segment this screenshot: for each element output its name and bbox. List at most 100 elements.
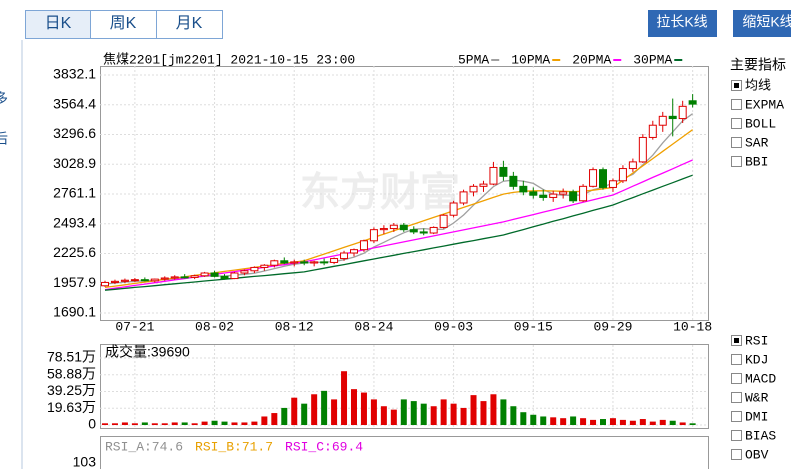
candle-body — [469, 185, 478, 193]
volume-bar — [211, 420, 218, 426]
indicator-option[interactable]: OBV — [745, 447, 769, 462]
checkbox[interactable] — [731, 118, 742, 129]
volume-bar — [271, 413, 278, 426]
checkbox[interactable] — [731, 392, 742, 403]
candle-body — [559, 191, 568, 195]
candle-body — [230, 272, 239, 280]
candle-body — [320, 261, 329, 264]
tab[interactable]: 周K — [110, 15, 137, 32]
candle-body — [429, 226, 438, 234]
volume-bar — [291, 397, 298, 426]
y-tick-label: 2761.1 — [53, 185, 96, 201]
candle-body — [240, 270, 249, 274]
candle-body — [519, 185, 528, 193]
chart-header: 焦煤2201[jm2201] 2021-10-15 23:00 — [103, 52, 355, 67]
checkbox[interactable] — [731, 373, 742, 384]
volume-bar — [151, 423, 158, 426]
checkbox-mark — [734, 338, 739, 343]
volume-bar — [102, 423, 108, 426]
y-tick-label: 0 — [88, 416, 96, 432]
y-tick-label: 1957.9 — [53, 274, 96, 290]
volume-bar — [111, 423, 118, 426]
candle-body — [140, 279, 149, 282]
candle-body — [658, 115, 667, 126]
indicator-option[interactable]: RSI — [745, 333, 768, 348]
volume-bar — [121, 422, 128, 426]
ma-line — [104, 174, 693, 291]
volume-bar — [231, 422, 238, 426]
candle-body — [479, 183, 488, 187]
checkbox[interactable] — [731, 411, 742, 422]
volume-bar — [520, 412, 527, 426]
button-label[interactable]: 缩短K线 — [742, 14, 791, 30]
y-tick-label: 19.63万 — [47, 399, 96, 415]
checkbox[interactable] — [731, 430, 742, 441]
volume-bar — [241, 422, 248, 426]
x-tick-label: 09-15 — [514, 319, 553, 334]
checkbox[interactable] — [731, 137, 742, 148]
indicator-option[interactable]: MACD — [745, 371, 776, 386]
x-tick-label: 09-03 — [434, 319, 473, 334]
candle-body — [648, 124, 657, 138]
volume-bar — [301, 403, 308, 426]
button[interactable] — [648, 10, 717, 37]
candle-body — [459, 191, 468, 204]
volume-bar — [351, 389, 357, 426]
y-tick-label: 78.51万 — [47, 349, 96, 365]
indicator-option[interactable]: KDJ — [745, 352, 768, 367]
volume-bar — [141, 422, 148, 426]
checkbox[interactable] — [731, 354, 742, 365]
volume-bar — [281, 407, 288, 426]
volume-bar — [161, 423, 168, 426]
tab[interactable]: 日K — [45, 15, 72, 32]
volume-bar — [510, 406, 517, 426]
volume-bar — [360, 392, 367, 426]
button[interactable] — [733, 10, 791, 37]
sidebar-text: 多 — [0, 91, 8, 107]
legend-entry: 30PMA — [633, 52, 672, 67]
indicator-title: 主要指标 — [730, 57, 786, 73]
indicator-option[interactable]: W&R — [745, 390, 769, 405]
candle-body — [589, 169, 598, 187]
volume-bar — [331, 399, 338, 426]
volume-bar — [201, 421, 208, 426]
candle-body — [110, 280, 119, 283]
button-label[interactable]: 拉长K线 — [656, 14, 707, 30]
indicator-option[interactable]: DMI — [745, 409, 768, 424]
candle-body — [569, 191, 578, 202]
indicator-option[interactable]: SAR — [745, 135, 769, 150]
indicator-option[interactable]: BBI — [745, 154, 768, 169]
indicator-option[interactable]: EXPMA — [745, 97, 784, 112]
volume-bar — [420, 403, 427, 426]
volume-bar — [460, 407, 467, 426]
y-tick-label: 1690.1 — [53, 304, 96, 320]
candle-body — [549, 193, 558, 198]
volume-bar — [689, 423, 696, 426]
indicator-option[interactable]: 均线 — [745, 78, 771, 93]
candle-body — [190, 275, 199, 278]
candle-body — [668, 115, 677, 120]
indicator-option[interactable]: BOLL — [745, 116, 776, 131]
legend-entry: RSI_A:74.6 — [105, 439, 183, 454]
volume-bar — [370, 399, 377, 426]
volume-bar — [311, 394, 318, 426]
candle-body — [529, 191, 538, 196]
legend-entry: 5PMA — [458, 52, 489, 67]
indicator-option[interactable]: BIAS — [745, 428, 776, 443]
checkbox[interactable] — [731, 156, 742, 167]
volume-bar — [251, 421, 258, 426]
candle-body — [280, 260, 289, 264]
candle-body — [389, 224, 398, 230]
volume-bar — [550, 417, 557, 426]
volume-bar — [181, 422, 188, 426]
candle-body — [369, 229, 378, 242]
checkbox[interactable] — [731, 99, 742, 110]
volume-bar — [590, 419, 597, 426]
tab[interactable]: 月K — [176, 15, 203, 32]
candle-body — [579, 185, 588, 202]
checkbox[interactable] — [731, 449, 742, 460]
volume-bar — [530, 414, 537, 426]
x-tick-label: 10-18 — [673, 319, 712, 334]
candle-body — [628, 161, 637, 170]
